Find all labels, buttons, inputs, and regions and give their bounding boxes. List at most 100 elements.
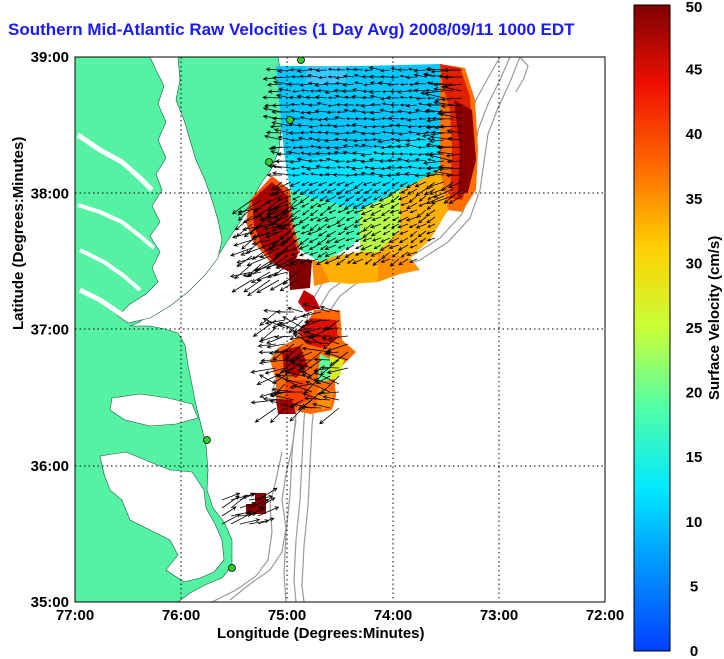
velocity-arrow	[291, 167, 301, 171]
velocity-arrow	[309, 216, 319, 221]
velocity-arrow	[363, 68, 373, 72]
velocity-arrow	[417, 166, 427, 170]
velocity-arrow	[318, 158, 328, 162]
james-river	[78, 287, 132, 323]
velocity-arrow	[301, 209, 310, 216]
velocity-arrow	[221, 513, 242, 525]
velocity-arrow	[427, 223, 436, 228]
velocity-arrow	[378, 195, 391, 202]
velocity-arrow	[426, 216, 436, 224]
velocity-arrow	[265, 67, 283, 72]
velocity-arrow	[353, 181, 364, 190]
velocity-arrow	[334, 131, 346, 136]
y-tick-label: 37:00	[31, 322, 69, 339]
velocity-arrow	[252, 263, 280, 272]
velocity-arrow	[308, 237, 319, 243]
velocity-arrow	[416, 137, 427, 142]
velocity-arrow	[324, 138, 337, 143]
velocity-arrow	[325, 230, 337, 238]
velocity-arrow	[399, 230, 409, 235]
velocity-arrow	[221, 495, 240, 509]
velocity-arrow	[307, 81, 319, 86]
velocity-arrow	[234, 263, 253, 280]
velocity-arrow	[309, 251, 319, 256]
velocity-arrow	[325, 195, 337, 202]
velocity-arrow	[299, 237, 310, 246]
velocity-arrow	[392, 216, 400, 222]
velocity-arrow	[237, 207, 262, 214]
velocity-arrow	[351, 158, 364, 163]
velocity-arrow	[409, 209, 418, 214]
velocity-arrow	[315, 258, 328, 265]
velocity-arrow	[326, 202, 337, 211]
velocity-arrow	[299, 83, 310, 87]
velocity-arrow	[308, 130, 319, 134]
velocity-arrow	[273, 188, 292, 196]
velocity-arrow	[240, 247, 262, 256]
velocity-arrow	[397, 209, 409, 214]
velocity-arrow	[301, 346, 331, 353]
velocity-arrow	[268, 199, 289, 212]
velocity-arrow	[445, 153, 463, 158]
velocity-arrow	[397, 244, 409, 251]
velocity-arrow	[335, 251, 346, 260]
velocity-arrow	[399, 95, 409, 99]
velocity-arrow	[355, 244, 364, 250]
velocity-arrow	[317, 181, 328, 186]
velocity-arrow	[407, 110, 418, 115]
velocity-arrow	[370, 102, 382, 107]
velocity-arrow	[447, 136, 463, 141]
velocity-arrow	[326, 223, 337, 229]
velocity-arrow	[405, 216, 418, 222]
velocity-arrow	[352, 151, 364, 156]
velocity-arrow	[333, 150, 346, 155]
velocity-arrow	[291, 173, 301, 177]
velocity-arrow	[338, 202, 346, 208]
colorbar-label: Surface Velocity (cm/s)	[706, 235, 723, 400]
velocity-arrow	[379, 108, 391, 113]
velocity-arrow	[371, 138, 382, 142]
velocity-arrow	[325, 157, 337, 162]
velocity-arrow	[419, 237, 427, 243]
velocity-arrow	[327, 104, 337, 108]
velocity-arrow	[343, 103, 355, 107]
velocity-arrow	[234, 215, 253, 231]
velocity-arrow	[354, 216, 364, 224]
velocity-arrow	[321, 336, 340, 345]
velocity-arrow	[361, 110, 373, 115]
velocity-arrow	[389, 75, 400, 79]
velocity-arrow	[429, 154, 454, 162]
velocity-arrow	[302, 303, 331, 313]
velocity-arrow	[300, 102, 310, 106]
velocity-arrow	[326, 151, 337, 156]
velocity-arrow	[230, 513, 252, 525]
velocity-arrow	[400, 251, 409, 258]
y-tick-label: 38:00	[31, 185, 69, 202]
velocity-arrow	[351, 166, 364, 171]
velocity-arrow	[270, 181, 283, 191]
velocity-arrow	[317, 75, 328, 80]
velocity-arrow	[306, 230, 319, 236]
velocity-arrow	[247, 279, 271, 297]
velocity-arrow	[370, 209, 382, 216]
velocity-arrow	[383, 188, 391, 195]
velocity-arrow	[313, 367, 331, 373]
velocity-arrow	[275, 93, 292, 99]
velocity-arrow	[309, 89, 319, 93]
velocity-arrow	[290, 109, 301, 113]
velocity-arrow	[413, 81, 427, 86]
velocity-arrow	[418, 195, 427, 202]
velocity-arrow	[362, 223, 373, 232]
velocity-arrow	[299, 258, 310, 264]
velocity-arrow	[335, 103, 346, 107]
velocity-arrow	[307, 159, 319, 163]
velocity-arrow	[221, 492, 241, 501]
velocity-arrow	[379, 68, 391, 73]
velocity-arrow	[274, 159, 292, 164]
velocity-arrow	[328, 209, 337, 214]
velocity-arrow	[251, 239, 271, 246]
velocity-arrow	[355, 195, 364, 201]
velocity-arrow	[229, 271, 253, 278]
velocity-arrow	[334, 81, 346, 86]
velocity-arrow	[342, 82, 355, 87]
